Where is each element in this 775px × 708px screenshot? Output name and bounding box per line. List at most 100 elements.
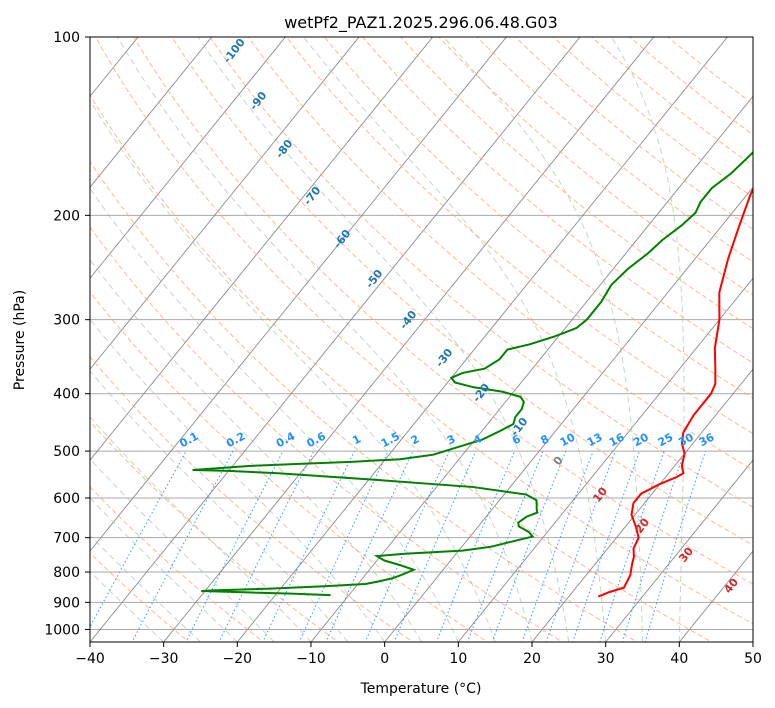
y-axis-label: Pressure (hPa): [12, 290, 28, 390]
dry-adiabat-label: -20: [470, 381, 493, 405]
mixing-ratio-label: 2: [409, 432, 422, 447]
x-tick-label: 30: [597, 651, 615, 667]
y-tick-label: 500: [53, 444, 80, 460]
dry-adiabat-line: [90, 291, 489, 642]
x-tick-label: 20: [523, 651, 541, 667]
sounding-series: [192, 151, 753, 598]
mixing-ratio-label: 20: [631, 430, 651, 449]
y-tick-label: 200: [53, 208, 80, 224]
y-tick-label: 300: [53, 313, 80, 329]
isotherm-line: [90, 37, 213, 188]
isotherm-line: [531, 368, 753, 642]
isotherm-line: [90, 37, 286, 279]
mixing-ratio-label: 0.6: [305, 429, 329, 450]
moist-adiabat-line: [90, 570, 165, 642]
mixing-ratio-line: [491, 450, 567, 642]
dry-adiabat-line: [90, 552, 190, 642]
mixing-ratio-label: 30: [676, 430, 696, 449]
y-tick-label: 1000: [44, 622, 80, 638]
mixing-ratio-line: [218, 450, 315, 642]
mixing-ratio-label: 10: [558, 430, 578, 449]
isotherm-line: [90, 37, 360, 370]
y-axis-ticks: 100 200 300 400 500 600 700 800 900 1000: [44, 30, 90, 638]
dry-adiabat-line: [247, 37, 753, 471]
moist-adiabat-line: [90, 99, 496, 642]
mixing-ratio-line: [90, 450, 187, 628]
mixing-ratio-line: [364, 450, 450, 642]
x-tick-label: 10: [449, 651, 467, 667]
isotherm-line: [0, 10, 13, 654]
dry-adiabat-label: 40: [721, 576, 741, 596]
mixing-ratio-line: [599, 450, 665, 642]
dry-adiabat-label: -100: [221, 36, 248, 66]
moist-adiabat-line: [90, 497, 238, 642]
dry-adiabat-line: [133, 37, 753, 585]
plot-area: 0.1 0.2 0.4 0.6 1 1.5 2 3 4 6 8 10 13 16 20 25 30 36-100-…: [0, 10, 753, 654]
x-axis-ticks: −40 −30 −20 −10 0 10 20 30 40 50: [75, 642, 762, 667]
y-tick-label: 700: [53, 531, 80, 547]
isobar-lines: [90, 37, 753, 630]
moist-adiabat-line: [443, 37, 643, 642]
mixing-ratio-label: 25: [656, 431, 676, 450]
dry-adiabat-label: -70: [301, 184, 324, 208]
isotherm-line: [90, 37, 507, 552]
sounding-profile-line: [597, 186, 753, 598]
y-tick-label: 900: [53, 595, 80, 611]
dry-adiabat-line: [90, 226, 564, 642]
moist-adiabat-line: [197, 37, 570, 642]
mixing-ratio-lines: [90, 450, 707, 642]
dry-adiabat-line: [285, 37, 753, 435]
mixing-ratio-line: [185, 450, 284, 642]
mixing-ratio-line: [572, 450, 641, 642]
dry-adiabat-lines: [90, 37, 753, 642]
mixing-ratio-label: 1: [350, 432, 363, 447]
mixing-ratio-line: [644, 450, 707, 642]
x-tick-label: 40: [670, 651, 688, 667]
dry-adiabat-label: -40: [397, 308, 420, 332]
mixing-ratio-line: [435, 450, 516, 642]
dry-adiabat-line: [90, 486, 265, 642]
moist-adiabat-line: [90, 458, 275, 642]
isotherm-line: [384, 186, 753, 642]
mixing-ratio-label: 8: [538, 432, 551, 447]
x-tick-label: −30: [149, 651, 179, 667]
dry-adiabat-line: [171, 37, 753, 546]
dry-adiabat-line: [590, 37, 753, 167]
mixing-ratio-label: 13: [585, 431, 605, 450]
moist-adiabat-line: [90, 370, 349, 642]
dry-adiabat-label: -30: [433, 346, 456, 370]
mixing-ratio-label: 1.5: [379, 430, 402, 451]
isotherm-line: [605, 459, 753, 642]
moist-adiabat-line: [90, 187, 459, 642]
moist-adiabat-line: [90, 318, 386, 642]
y-tick-label: 100: [53, 30, 80, 46]
dry-adiabat-line: [628, 37, 753, 136]
moist-adiabat-line: [117, 37, 533, 642]
mixing-ratio-line: [262, 450, 355, 642]
isotherm-line: [90, 37, 434, 461]
moist-adiabat-line: [303, 37, 607, 642]
dry-adiabat-line: [552, 37, 753, 198]
y-tick-label: 400: [53, 387, 80, 403]
x-tick-label: −10: [296, 651, 326, 667]
mixing-ratio-label: 16: [607, 430, 627, 449]
plot-frame: [89, 36, 754, 643]
isotherm-line: [236, 37, 728, 642]
dry-adiabat-line: [323, 37, 753, 399]
dry-adiabat-line: [514, 37, 753, 230]
mixing-ratio-label: 36: [697, 430, 717, 449]
dry-adiabat-line: [90, 94, 713, 642]
moist-adiabat-line: [90, 534, 201, 642]
mixing-ratio-line: [131, 450, 234, 642]
mixing-ratio-line: [521, 450, 594, 642]
dry-adiabat-line: [361, 37, 753, 364]
reference-line-labels: 0.1 0.2 0.4 0.6 1 1.5 2 3 4 6 8 10 13 16 20 25 30 36-100-…: [177, 36, 741, 596]
mixing-ratio-line: [621, 450, 686, 642]
dry-adiabat-line: [90, 420, 340, 642]
isotherm-line: [163, 37, 655, 642]
x-tick-label: 0: [380, 651, 389, 667]
moist-adiabat-line: [90, 258, 422, 642]
y-tick-label: 800: [53, 565, 80, 581]
dry-adiabat-line: [90, 355, 414, 642]
